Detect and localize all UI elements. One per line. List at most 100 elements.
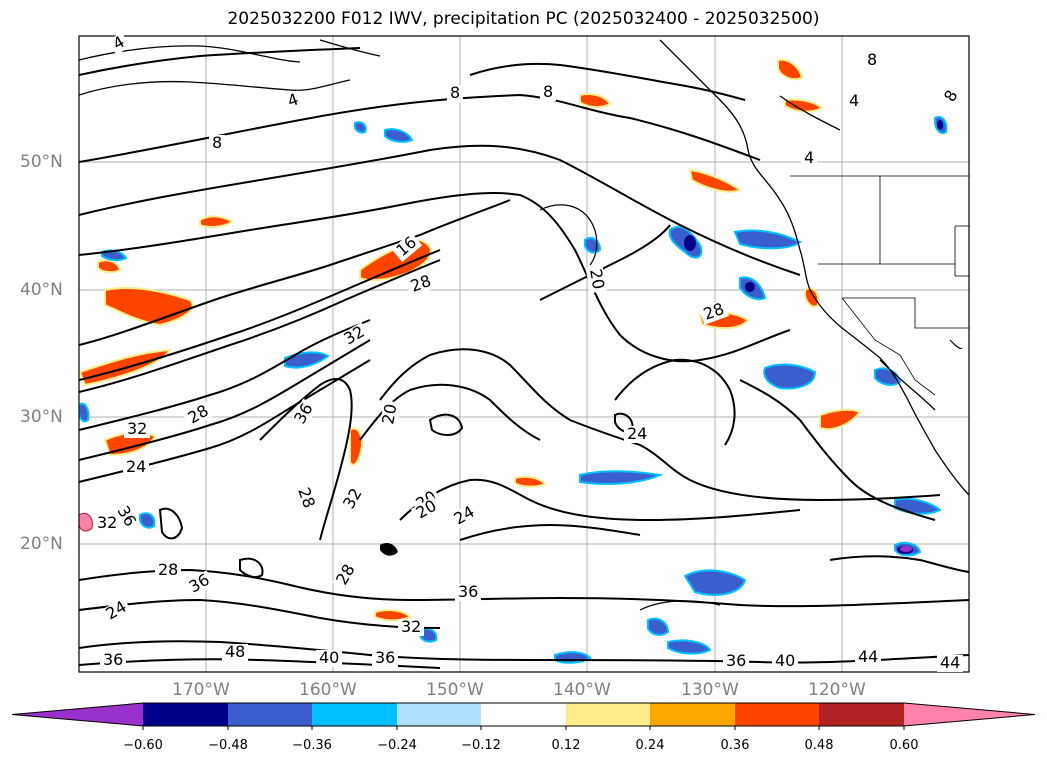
colorbar-segment: [312, 703, 397, 726]
contour-label-bg: [398, 619, 424, 636]
contour-label-bg: [183, 570, 215, 598]
contour-label-bg: [801, 150, 817, 167]
colorbar-tick-label: 0.48: [804, 738, 834, 753]
contour-label: 28: [158, 560, 178, 579]
contour-label-bg: [100, 597, 132, 625]
precip-purple: [900, 546, 912, 552]
colorbar-tick-label: 0.24: [635, 738, 665, 753]
contour-label-bg: [723, 653, 749, 670]
contour-label-bg: [698, 299, 729, 325]
colorbar-segment: [735, 703, 819, 726]
contour-label: 40: [319, 648, 339, 667]
contour-label: 24: [627, 424, 647, 443]
contour-label-bg: [772, 653, 798, 670]
contour-label-bg: [182, 401, 214, 429]
colorbar-segment: [819, 703, 904, 726]
lon-label-160w: 160°W: [299, 680, 357, 700]
lon-label-150w: 150°W: [426, 680, 484, 700]
contour-label-bg: [448, 502, 480, 530]
contour-label: 44: [940, 653, 960, 672]
contour-label: 36: [458, 582, 478, 601]
contour-label: 8: [212, 133, 222, 152]
colorbar-segment: [12, 703, 143, 726]
colorbar-tick-label: −0.60: [123, 738, 163, 753]
contour-label-bg: [855, 649, 881, 666]
contour-label: 44: [858, 647, 878, 666]
colorbar-segment: [481, 703, 566, 726]
contour-label: 20: [586, 267, 608, 290]
colorbar-segment: [650, 703, 735, 726]
contour-label-bg: [940, 85, 963, 108]
contour-label-bg: [282, 90, 304, 112]
contour-label-bg: [124, 421, 150, 438]
contour-label: 8: [867, 50, 877, 69]
contour-label-bg: [290, 398, 318, 430]
borders: [790, 175, 969, 396]
colorbar: [11, 702, 1036, 730]
contour-label: 32: [401, 617, 421, 636]
map-frame: [78, 35, 970, 673]
contour-label-bg: [338, 322, 370, 350]
contour-label: 20: [378, 402, 400, 425]
hawaii-island: [380, 542, 398, 556]
colorbar-tick-label: −0.12: [461, 738, 501, 753]
contour-label-bg: [585, 264, 607, 294]
lon-label-140w: 140°W: [553, 680, 611, 700]
contour-label: 4: [849, 91, 859, 110]
colorbar-tick-label: −0.36: [292, 738, 332, 753]
lat-label-50: 50°N: [20, 152, 63, 172]
contour-label: 36: [375, 648, 395, 667]
contour-label-bg: [846, 93, 862, 110]
lat-label-30: 30°N: [20, 407, 63, 427]
contour-label-bg: [332, 559, 360, 591]
colorbar-segment: [228, 703, 312, 726]
contour-label-bg: [339, 483, 367, 515]
contour-label: 48: [225, 642, 245, 661]
contour-label: 8: [450, 83, 460, 102]
precip-pink: [79, 513, 93, 532]
contour-label-bg: [540, 84, 556, 101]
contour-label-bg: [123, 459, 149, 476]
contour-label-bg: [391, 232, 423, 262]
contour-label-bg: [624, 426, 650, 443]
contour-label-bg: [864, 52, 880, 69]
contour-label-bg: [937, 655, 963, 672]
lat-label-20: 20°N: [20, 534, 63, 554]
lon-label-130w: 130°W: [681, 680, 739, 700]
colorbar-tick-label: 0.60: [889, 738, 919, 753]
contour-label-bg: [405, 271, 436, 297]
map-title: 2025032200 F012 IWV, precipitation PC (2…: [227, 9, 820, 29]
contour-label-bg: [155, 562, 181, 579]
contour-label-bg: [447, 85, 463, 102]
contour-label: 32: [97, 513, 117, 532]
colorbar-segment: [143, 703, 228, 726]
contour-label-bg: [222, 644, 248, 661]
gridlines: [79, 36, 969, 672]
contour-label-bg: [100, 652, 126, 669]
contour-label-bg: [316, 650, 342, 667]
colorbar-tick-label: −0.48: [208, 738, 248, 753]
contour-label-bg: [379, 400, 401, 429]
lon-label-120w: 120°W: [808, 680, 866, 700]
contour-label-bg: [209, 135, 225, 152]
colorbar-tick-label: −0.24: [377, 738, 417, 753]
lat-label-40: 40°N: [20, 280, 63, 300]
contour-label: 36: [103, 650, 123, 669]
contour-label-bg: [410, 496, 442, 524]
contour-label-bg: [293, 482, 319, 513]
contour-label: 40: [775, 651, 795, 670]
colorbar-segment: [904, 703, 1035, 726]
contour-label-bg: [455, 584, 481, 601]
map-canvas: [79, 36, 969, 672]
contour-label-bg: [372, 650, 398, 667]
contour-label: 24: [126, 457, 146, 476]
colorbar-tick-label: 0.36: [720, 738, 750, 753]
contour-label: 8: [543, 82, 553, 101]
contour-label-bg: [94, 515, 120, 532]
iwv-contours-thin: [539, 204, 963, 611]
contour-label: 4: [804, 148, 814, 167]
coastlines: [79, 39, 969, 496]
colorbar-tick-label: 0.12: [551, 738, 581, 753]
contour-label: 32: [127, 419, 147, 438]
